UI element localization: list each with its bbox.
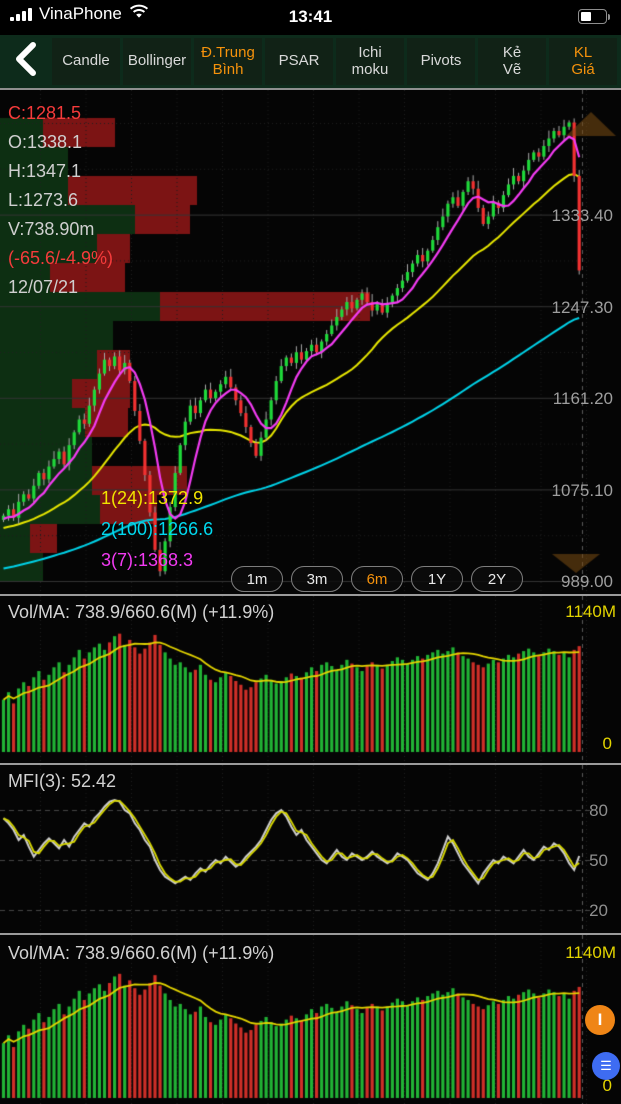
price-axis-label: 1333.40 xyxy=(551,206,613,225)
ohlc-low: L:1273.6 xyxy=(8,190,79,210)
cell-signal-icon xyxy=(10,7,32,21)
price-axis-label: 1247.30 xyxy=(551,298,613,317)
tab-pivots[interactable]: Pivots xyxy=(407,38,475,85)
back-button[interactable] xyxy=(0,35,52,88)
ohlc-overlay: C:1281.5 O:1338.1 H:1347.1 L:1273.6 V:73… xyxy=(8,99,113,302)
price-chart-pane: C:1281.5 O:1338.1 H:1347.1 L:1273.6 V:73… xyxy=(0,90,621,594)
ohlc-high: H:1347.1 xyxy=(8,161,82,181)
tab-moving-average[interactable]: Đ.Trung Bình xyxy=(194,38,262,85)
chevron-left-icon xyxy=(15,42,37,81)
mfi-level-50: 50 xyxy=(589,851,608,870)
volume-chart-2[interactable] xyxy=(0,935,621,1104)
mfi-level-80: 80 xyxy=(589,801,608,820)
indicator-toolbar: Candle Bollinger Đ.Trung Bình PSAR Ichi … xyxy=(0,35,621,90)
info-button[interactable]: I xyxy=(585,1005,615,1035)
volume-header: Vol/MA: 738.9/660.6(M) (+11.9%) xyxy=(8,602,275,622)
tab-ichimoku[interactable]: Ichi moku xyxy=(336,38,404,85)
watchlist-button[interactable]: ☰ xyxy=(592,1052,620,1080)
mfi-level-20: 20 xyxy=(589,901,608,920)
ma2-label: 2(100):1266.6 xyxy=(101,519,214,539)
range-3m-button[interactable]: 3m xyxy=(291,566,343,592)
ohlc-change: (-65.6/-4.9%) xyxy=(8,248,114,268)
candlestick-chart[interactable] xyxy=(0,90,621,594)
mfi-header: MFI(3): 52.42 xyxy=(8,771,117,791)
volume-pane: Vol/MA: 738.9/660.6(M) (+11.9%) 1140M 0 xyxy=(0,596,621,763)
volume2-axis-max: 1140M xyxy=(565,943,616,962)
indicator-tabs: Candle Bollinger Đ.Trung Bình PSAR Ichi … xyxy=(52,38,617,85)
status-bar: VinaPhone 13:41 xyxy=(0,0,621,35)
mfi-pane: MFI(3): 52.42 80 50 20 xyxy=(0,765,621,933)
pane-divider[interactable] xyxy=(0,933,621,935)
tab-draw[interactable]: Kẻ Vẽ xyxy=(478,38,546,85)
pane-divider[interactable] xyxy=(0,763,621,765)
ohlc-date: 12/07/21 xyxy=(8,277,79,297)
ma3-label: 3(7):1368.3 xyxy=(101,550,194,570)
carrier-label: VinaPhone xyxy=(39,4,122,23)
battery-icon xyxy=(578,9,610,24)
pane-divider[interactable] xyxy=(0,594,621,596)
clock: 13:41 xyxy=(288,7,333,26)
ma1-label: 1(24):1372.9 xyxy=(101,488,204,508)
ohlc-close: C:1281.5 xyxy=(8,103,82,123)
ohlc-volume: V:738.90m xyxy=(8,219,95,239)
tab-volume-price[interactable]: KL Giá xyxy=(549,38,617,85)
tab-bollinger[interactable]: Bollinger xyxy=(123,38,191,85)
volume-chart[interactable] xyxy=(0,596,621,763)
range-selector: 1m 3m 6m 1Y 2Y xyxy=(231,566,523,592)
range-1y-button[interactable]: 1Y xyxy=(411,566,463,592)
range-1m-button[interactable]: 1m xyxy=(231,566,283,592)
price-axis-label: 989.00 xyxy=(561,572,613,591)
ohlc-open: O:1338.1 xyxy=(8,132,83,152)
tab-psar[interactable]: PSAR xyxy=(265,38,333,85)
range-6m-button[interactable]: 6m xyxy=(351,566,403,592)
wifi-icon xyxy=(129,4,149,24)
volume2-axis-zero: 0 xyxy=(602,1076,612,1095)
price-axis-label: 1161.20 xyxy=(552,389,613,408)
info-icon: I xyxy=(597,1010,603,1029)
volume-pane-2: Vol/MA: 738.9/660.6(M) (+11.9%) 1140M 0 xyxy=(0,935,621,1104)
price-axis-label: 1075.10 xyxy=(551,481,613,500)
volume-axis-zero: 0 xyxy=(602,734,612,753)
range-2y-button[interactable]: 2Y xyxy=(471,566,523,592)
list-icon: ☰ xyxy=(600,1058,612,1073)
volume-axis-max: 1140M xyxy=(565,602,616,621)
ma-legend: 1(24):1372.9 2(100):1266.6 3(7):1368.3 xyxy=(101,483,213,576)
mfi-chart[interactable] xyxy=(0,765,621,933)
volume2-header: Vol/MA: 738.9/660.6(M) (+11.9%) xyxy=(8,943,275,963)
tab-candle[interactable]: Candle xyxy=(52,38,120,85)
